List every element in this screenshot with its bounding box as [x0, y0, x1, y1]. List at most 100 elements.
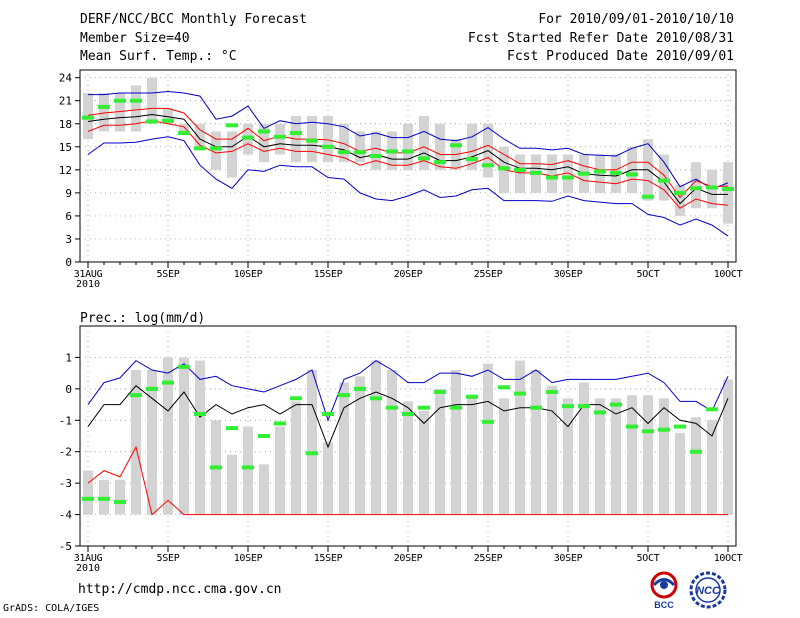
prec-range-bar	[627, 395, 637, 515]
temp-obs-marker	[562, 175, 574, 180]
temp-obs-marker	[466, 157, 478, 162]
prec-range-bar	[115, 480, 125, 515]
temp-obs-marker	[242, 135, 254, 140]
temp-range-bar	[723, 162, 733, 224]
prec-range-bar	[707, 420, 717, 515]
prec-range-bar	[659, 398, 669, 515]
prec-range-bar	[419, 410, 429, 515]
prec-range-bar	[227, 454, 237, 515]
prec-obs-marker	[274, 421, 286, 426]
prec-obs-marker	[530, 405, 542, 410]
prec-range-bar	[275, 426, 285, 515]
temp-obs-marker	[162, 118, 174, 123]
temp-obs-marker	[626, 172, 638, 177]
temp-y-tick-label: 18	[59, 118, 72, 131]
temp-range-bar	[131, 85, 141, 132]
temp-range-bar	[675, 185, 685, 216]
temp-obs-marker	[706, 185, 718, 190]
prec-range-bar	[675, 432, 685, 515]
temp-obs-marker	[194, 146, 206, 151]
chart-title: DERF/NCC/BCC Monthly Forecast	[80, 12, 307, 27]
prec-range-bar	[515, 360, 525, 515]
temp-obs-marker	[82, 115, 94, 120]
prec-x-tick-label: 10OCT	[714, 553, 743, 564]
prec-obs-marker	[146, 386, 158, 391]
temp-line-lower	[87, 120, 729, 209]
prec-obs-marker	[658, 427, 670, 432]
prec-x-tick-label: 15SEP	[314, 553, 343, 564]
temp-obs-marker	[354, 150, 366, 155]
temp-y-tick-label: 9	[65, 187, 72, 200]
prec-line-min	[87, 445, 728, 516]
temp-range-bar	[355, 131, 365, 163]
temp-y-tick-label: 15	[59, 141, 72, 154]
prec-range-bar	[451, 370, 461, 515]
prec-y-tick-label: 0	[65, 383, 72, 396]
prec-range-bar	[435, 388, 445, 515]
temp-x-tick-label: 31AUG	[74, 269, 103, 280]
prec-obs-marker	[194, 412, 206, 416]
prec-x-tick-label: 5SEP	[157, 553, 180, 564]
prec-range-bar	[547, 385, 557, 515]
temp-obs-marker	[418, 156, 430, 161]
temp-line-min	[87, 136, 729, 237]
prec-range-bar	[499, 398, 509, 515]
prec-obs-marker	[210, 465, 222, 470]
temp-obs-marker	[658, 178, 670, 183]
produced-date: Fcst Produced Date 2010/09/01	[507, 49, 734, 64]
variable-label: Mean Surf. Temp.: °C	[80, 49, 237, 64]
temp-range-bar	[467, 123, 477, 170]
prec-obs-marker	[402, 412, 414, 416]
prec-obs-marker	[642, 429, 654, 434]
temp-obs-marker	[498, 166, 510, 171]
prec-range-bar	[179, 357, 189, 515]
temp-obs-marker	[290, 130, 302, 135]
prec-y-tick-label: -1	[59, 414, 72, 427]
temp-y-tick-label: 24	[59, 72, 73, 85]
prec-range-bar	[243, 426, 253, 515]
prec-range-bar	[579, 382, 589, 515]
temp-range-bar	[179, 123, 189, 132]
temp-x-tick-label: 5SEP	[157, 269, 180, 280]
prec-y-tick-label: -4	[59, 509, 73, 522]
prec-x-tick-label: 20SEP	[394, 553, 423, 564]
temp-range-bar	[147, 77, 157, 124]
prec-range-bar	[691, 417, 701, 515]
temp-obs-marker	[610, 170, 622, 175]
prec-range-bar	[291, 401, 301, 515]
footer-url[interactable]: http://cmdp.ncc.cma.gov.cn	[78, 582, 282, 597]
temp-range-bar	[563, 154, 573, 193]
temp-obs-marker	[722, 187, 734, 192]
temp-range-bar	[163, 108, 173, 124]
prec-range-bar	[595, 398, 605, 515]
temp-obs-marker	[370, 154, 382, 159]
temp-range-bar	[595, 154, 605, 193]
prec-obs-marker	[306, 451, 318, 456]
prec-year-label: 2010	[76, 563, 100, 574]
temp-y-tick-label: 3	[65, 233, 72, 246]
svg-text:BCC: BCC	[654, 600, 674, 610]
prec-obs-marker	[418, 405, 430, 410]
temp-x-tick-label: 20SEP	[394, 269, 423, 280]
temp-obs-marker	[226, 123, 238, 128]
temp-range-bar	[259, 123, 269, 163]
prec-obs-marker	[610, 402, 622, 407]
prec-line-max	[87, 359, 729, 422]
temp-obs-marker	[514, 167, 526, 172]
prec-range-bar	[131, 370, 141, 515]
start-date: Fcst Started Refer Date 2010/08/31	[467, 31, 734, 46]
temp-x-tick-label: 10OCT	[714, 269, 743, 280]
prec-range-bar	[307, 370, 317, 515]
prec-obs-marker	[466, 394, 478, 399]
temp-range-bar	[435, 123, 445, 170]
temp-obs-marker	[210, 146, 222, 151]
prec-obs-marker	[226, 426, 238, 431]
ncc-logo: NCC	[689, 571, 727, 609]
temp-y-tick-label: 0	[65, 256, 72, 269]
temp-obs-marker	[434, 160, 446, 165]
temp-obs-marker	[114, 98, 126, 103]
prec-range-bar	[83, 470, 93, 515]
temp-range-bar	[515, 154, 525, 193]
prec-obs-marker	[482, 419, 494, 424]
temp-range-bar	[419, 116, 429, 170]
